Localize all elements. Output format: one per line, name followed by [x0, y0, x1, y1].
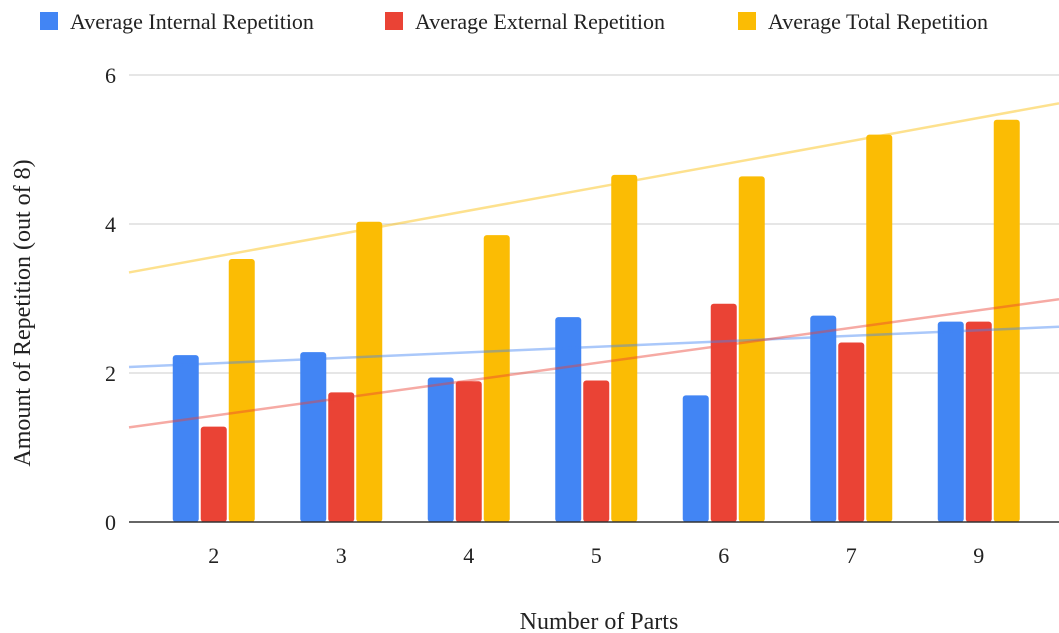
bar [993, 119, 1020, 522]
bar [172, 355, 199, 522]
bar [228, 259, 255, 522]
bar [866, 134, 893, 522]
trendline [128, 298, 1059, 429]
bar [555, 317, 582, 522]
bar [356, 221, 383, 522]
bar [483, 235, 510, 523]
bar [810, 315, 837, 522]
bar [838, 342, 865, 522]
bar [300, 352, 327, 522]
legend-swatch [40, 12, 58, 30]
bar [710, 303, 737, 522]
y-axis-title: Amount of Repetition (out of 8) [10, 159, 36, 466]
legend: Average Internal Repetition Average Exter… [40, 9, 988, 34]
bar [455, 381, 482, 522]
legend-label: Average External Repetition [415, 9, 665, 34]
legend-label: Average Internal Repetition [70, 9, 314, 34]
bar [583, 380, 610, 522]
bar [611, 174, 638, 522]
x-tick-label: 7 [846, 543, 857, 568]
x-tick-label: 9 [973, 543, 984, 568]
bar [427, 377, 454, 522]
bar [965, 321, 992, 522]
y-tick-label: 6 [105, 63, 116, 88]
bar [682, 395, 709, 522]
trendlines [128, 102, 1059, 429]
y-tick-label: 2 [105, 361, 116, 386]
x-tick-label: 5 [591, 543, 602, 568]
legend-label: Average Total Repetition [768, 9, 988, 34]
y-axis-ticks: 0 2 4 6 [105, 63, 116, 535]
x-tick-label: 2 [208, 543, 219, 568]
x-tick-label: 6 [718, 543, 729, 568]
gridlines [129, 74, 1059, 374]
bar [328, 392, 355, 522]
trendline [128, 102, 1059, 274]
x-tick-label: 4 [463, 543, 474, 568]
y-tick-label: 0 [105, 510, 116, 535]
trendline [128, 325, 1059, 369]
x-axis-title: Number of Parts [520, 609, 679, 633]
x-tick-label: 3 [336, 543, 347, 568]
legend-swatch [385, 12, 403, 30]
x-axis-ticks: 2 3 4 5 6 7 9 [208, 543, 984, 568]
bars [172, 119, 1020, 523]
bar [937, 321, 964, 522]
bar [738, 176, 765, 522]
legend-swatch [738, 12, 756, 30]
bar [200, 426, 227, 522]
y-tick-label: 4 [105, 212, 116, 237]
